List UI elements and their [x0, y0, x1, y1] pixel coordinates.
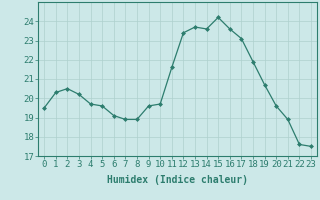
- X-axis label: Humidex (Indice chaleur): Humidex (Indice chaleur): [107, 175, 248, 185]
